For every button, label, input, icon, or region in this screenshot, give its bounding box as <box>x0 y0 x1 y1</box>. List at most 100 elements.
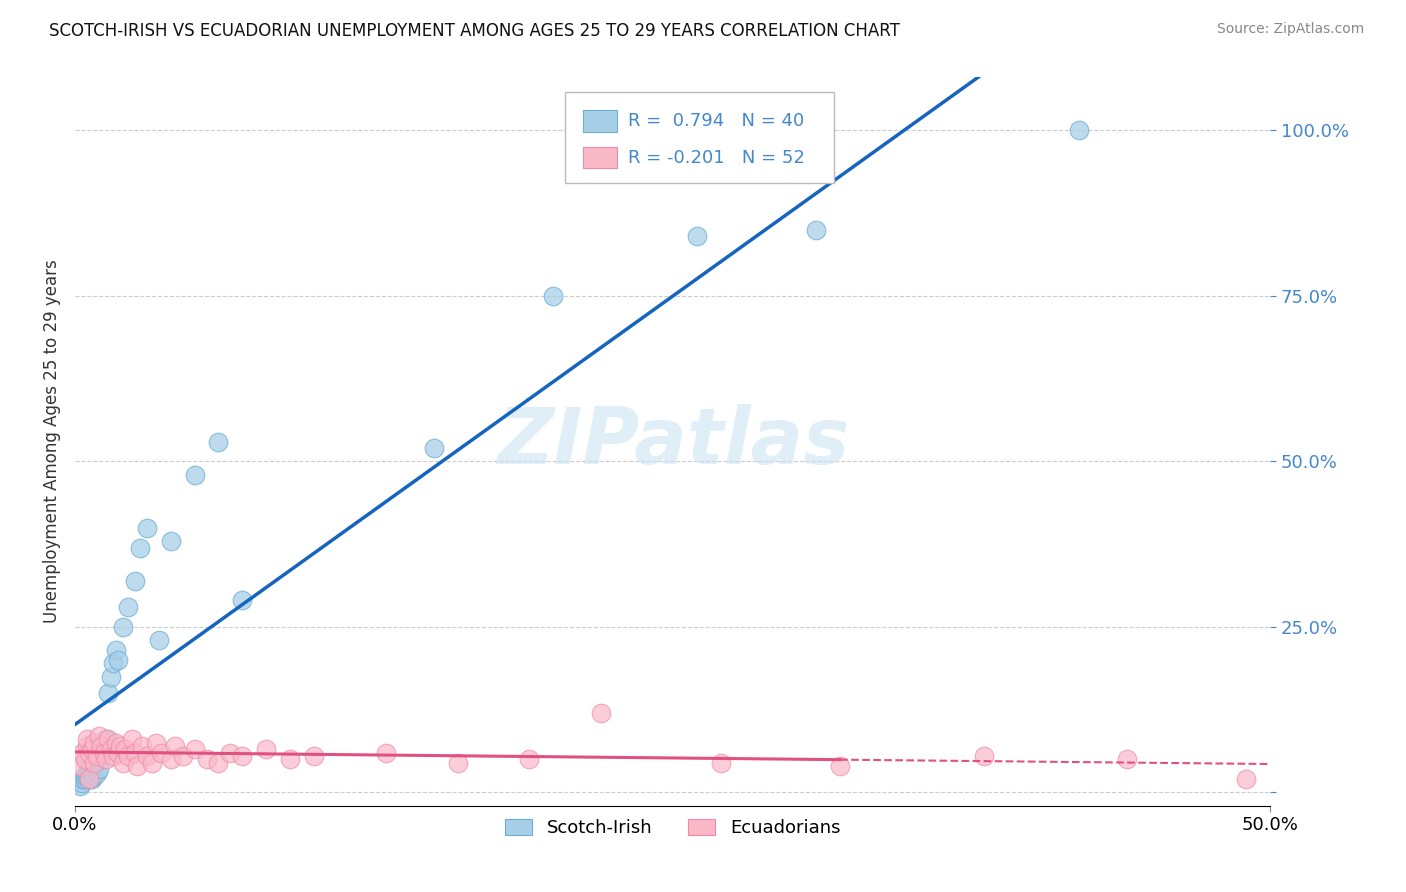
Legend: Scotch-Irish, Ecuadorians: Scotch-Irish, Ecuadorians <box>498 812 848 844</box>
Scotch-Irish <box>79 772 101 787</box>
Scotch-Irish <box>804 223 827 237</box>
Ecuadorians <box>219 746 242 760</box>
Ecuadorians <box>76 732 98 747</box>
Scotch-Irish <box>87 762 110 776</box>
Ecuadorians <box>69 759 91 773</box>
Ecuadorians <box>1116 752 1139 766</box>
Ecuadorians <box>103 749 125 764</box>
FancyBboxPatch shape <box>565 92 834 183</box>
Scotch-Irish <box>128 541 150 555</box>
Ecuadorians <box>709 756 731 770</box>
Ecuadorians <box>117 749 139 764</box>
Text: R = -0.201   N = 52: R = -0.201 N = 52 <box>628 149 806 167</box>
Scotch-Irish <box>76 769 98 783</box>
Ecuadorians <box>104 736 127 750</box>
Ecuadorians <box>107 746 129 760</box>
Ecuadorians <box>124 746 146 760</box>
Scotch-Irish <box>117 600 139 615</box>
Ecuadorians <box>87 729 110 743</box>
Scotch-Irish <box>541 289 564 303</box>
Ecuadorians <box>828 759 851 773</box>
Ecuadorians <box>127 759 149 773</box>
Ecuadorians <box>145 736 167 750</box>
Ecuadorians <box>135 749 157 764</box>
Ecuadorians <box>76 739 98 753</box>
Text: SCOTCH-IRISH VS ECUADORIAN UNEMPLOYMENT AMONG AGES 25 TO 29 YEARS CORRELATION CH: SCOTCH-IRISH VS ECUADORIAN UNEMPLOYMENT … <box>49 22 900 40</box>
Scotch-Irish <box>100 670 122 684</box>
Ecuadorians <box>302 749 325 764</box>
Ecuadorians <box>111 756 134 770</box>
Scotch-Irish <box>97 686 120 700</box>
Ecuadorians <box>172 749 194 764</box>
Ecuadorians <box>97 732 120 747</box>
Scotch-Irish <box>87 746 110 760</box>
Text: R =  0.794   N = 40: R = 0.794 N = 40 <box>628 112 804 130</box>
Scotch-Irish <box>135 521 157 535</box>
Scotch-Irish <box>69 779 91 793</box>
Ecuadorians <box>131 739 153 753</box>
Text: ZIPatlas: ZIPatlas <box>496 403 849 480</box>
Scotch-Irish <box>422 441 444 455</box>
Scotch-Irish <box>83 769 105 783</box>
Ecuadorians <box>446 756 468 770</box>
Scotch-Irish <box>76 765 98 780</box>
Scotch-Irish <box>107 653 129 667</box>
Scotch-Irish <box>159 533 181 548</box>
Scotch-Irish <box>148 633 170 648</box>
Ecuadorians <box>183 742 205 756</box>
Ecuadorians <box>207 756 229 770</box>
Scotch-Irish <box>104 643 127 657</box>
Ecuadorians <box>86 749 108 764</box>
Scotch-Irish <box>86 765 108 780</box>
Ecuadorians <box>374 746 396 760</box>
Ecuadorians <box>159 752 181 766</box>
Ecuadorians <box>80 742 103 756</box>
Ecuadorians <box>973 749 995 764</box>
Ecuadorians <box>121 732 143 747</box>
Ecuadorians <box>150 746 173 760</box>
Ecuadorians <box>90 739 112 753</box>
Scotch-Irish <box>86 752 108 766</box>
Scotch-Irish <box>111 620 134 634</box>
Ecuadorians <box>231 749 253 764</box>
Scotch-Irish <box>1069 123 1091 137</box>
Scotch-Irish <box>207 434 229 449</box>
Scotch-Irish <box>70 772 93 787</box>
Scotch-Irish <box>70 775 93 789</box>
Scotch-Irish <box>83 759 105 773</box>
Scotch-Irish <box>685 229 707 244</box>
Ecuadorians <box>1236 772 1258 787</box>
Ecuadorians <box>83 736 105 750</box>
Ecuadorians <box>70 746 93 760</box>
Ecuadorians <box>254 742 277 756</box>
Scotch-Irish <box>73 772 96 787</box>
Scotch-Irish <box>183 467 205 482</box>
Ecuadorians <box>83 756 105 770</box>
Ecuadorians <box>110 739 132 753</box>
Ecuadorians <box>79 772 101 787</box>
Bar <box>583 111 616 132</box>
Bar <box>583 146 616 169</box>
Scotch-Irish <box>80 772 103 787</box>
Scotch-Irish <box>231 593 253 607</box>
Ecuadorians <box>141 756 163 770</box>
Scotch-Irish <box>94 732 117 747</box>
Ecuadorians <box>114 742 136 756</box>
Ecuadorians <box>517 752 540 766</box>
Ecuadorians <box>589 706 612 720</box>
Scotch-Irish <box>90 742 112 756</box>
Ecuadorians <box>79 746 101 760</box>
Ecuadorians <box>195 752 218 766</box>
Scotch-Irish <box>93 739 115 753</box>
Ecuadorians <box>100 742 122 756</box>
Text: Source: ZipAtlas.com: Source: ZipAtlas.com <box>1216 22 1364 37</box>
Scotch-Irish <box>79 762 101 776</box>
Ecuadorians <box>165 739 187 753</box>
Ecuadorians <box>93 746 115 760</box>
Scotch-Irish <box>103 657 125 671</box>
Ecuadorians <box>94 752 117 766</box>
Y-axis label: Unemployment Among Ages 25 to 29 years: Unemployment Among Ages 25 to 29 years <box>44 260 60 624</box>
Ecuadorians <box>278 752 301 766</box>
Scotch-Irish <box>73 769 96 783</box>
Scotch-Irish <box>124 574 146 588</box>
